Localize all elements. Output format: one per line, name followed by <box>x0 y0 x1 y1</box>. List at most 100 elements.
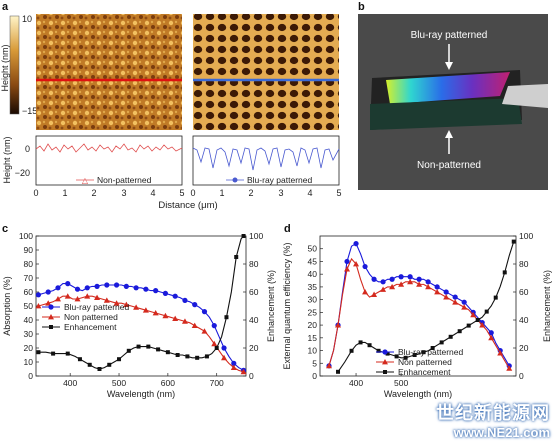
y2-tick-label: 20 <box>249 343 259 353</box>
data-point <box>65 281 71 287</box>
data-point <box>470 311 477 318</box>
data-point <box>416 276 422 282</box>
svg-text:5: 5 <box>179 188 184 198</box>
data-point <box>64 293 71 299</box>
svg-text:△: △ <box>82 176 89 185</box>
data-point <box>479 322 486 328</box>
data-point <box>439 340 444 345</box>
data-point <box>234 255 239 259</box>
data-point <box>506 365 513 371</box>
y-tick-label: 10 <box>308 346 318 356</box>
y-tick-label: 5 <box>312 358 317 368</box>
legend-label: Enhancement <box>64 322 117 332</box>
svg-text:0: 0 <box>33 188 38 198</box>
data-point <box>156 347 161 352</box>
x-tick-label: 400 <box>63 378 77 388</box>
data-point <box>497 350 504 356</box>
panel-a-xlabel: Distance (μm) <box>158 200 217 210</box>
data-point <box>484 309 489 314</box>
data-point <box>385 351 390 356</box>
data-point <box>181 318 188 324</box>
y2-tick-label: 80 <box>249 259 259 269</box>
data-point <box>51 351 56 356</box>
y-tick-label: 80 <box>24 259 34 269</box>
svg-text:0: 0 <box>190 188 195 198</box>
data-point <box>35 292 42 298</box>
data-point <box>371 291 378 297</box>
panel-d: d 0 5 10 15 20 25 30 35 40 45 50 0 20 40 60 80 100 400 500… <box>280 222 554 441</box>
data-point <box>185 354 190 359</box>
y2-tick-label: 100 <box>519 231 533 241</box>
profile-box-right <box>192 135 340 186</box>
x-tick-label: 500 <box>112 378 126 388</box>
data-point <box>240 368 247 375</box>
panel-b: b Blu-ray patterned Non-patterned <box>350 0 554 210</box>
data-point <box>36 350 41 355</box>
data-point <box>452 294 458 300</box>
y-tick-label: 0 <box>28 371 33 381</box>
data-point <box>65 351 70 356</box>
data-point <box>172 293 178 299</box>
data-point <box>367 343 372 348</box>
iridescent-film <box>386 72 510 104</box>
svg-text:4: 4 <box>307 188 312 198</box>
data-point <box>488 334 495 341</box>
data-point <box>94 294 101 300</box>
y2-tick-label: 20 <box>519 343 529 353</box>
x-tick-label: 600 <box>161 378 175 388</box>
data-point <box>430 346 435 350</box>
profile-ylabel: Height (nm) <box>2 136 12 183</box>
data-point <box>362 289 369 295</box>
data-point <box>211 323 217 329</box>
series-blu-ray-patterned <box>35 281 247 373</box>
data-point <box>335 322 342 328</box>
y-tick-label: 0 <box>312 371 317 381</box>
data-point <box>133 285 139 291</box>
xticks-left: 0 1 2 3 4 5 <box>33 188 184 198</box>
legend-marker <box>49 325 53 329</box>
y-tick-label: 20 <box>308 320 318 330</box>
afm-image-non-patterned <box>36 14 182 130</box>
legend-non-patterned-label: Non-patterned <box>97 175 152 185</box>
data-point <box>123 283 129 289</box>
panel-b-label: b <box>358 1 365 13</box>
data-point <box>389 283 396 290</box>
profile-ytick-1: −20 <box>15 168 30 178</box>
data-point <box>448 334 453 339</box>
data-point <box>353 241 359 247</box>
photo-bottom-text: Non-patterned <box>417 160 481 171</box>
data-point <box>371 276 377 282</box>
y2-tick-label: 60 <box>249 287 259 297</box>
legend-marker <box>382 359 388 365</box>
data-point <box>389 276 395 282</box>
panel-c-label: c <box>2 223 9 235</box>
data-point <box>35 303 42 309</box>
y-tick-label: 15 <box>308 333 318 343</box>
y-tick-label: 100 <box>19 231 33 241</box>
data-point <box>45 289 51 295</box>
x-axis-label: Wavelength (nm) <box>384 389 452 399</box>
y-tick-label: 35 <box>308 282 318 292</box>
data-point <box>87 362 92 367</box>
y-tick-label: 50 <box>24 301 34 311</box>
legend-marker <box>48 314 54 320</box>
y-axis-label: Absorption (%) <box>2 276 12 336</box>
y-tick-label: 20 <box>24 343 34 353</box>
panel-b-photo: Blu-ray patterned Non-patterned <box>358 14 548 190</box>
data-point <box>201 328 208 334</box>
data-point <box>191 322 198 328</box>
data-point <box>407 274 413 280</box>
data-point <box>214 346 219 350</box>
data-point <box>54 296 61 302</box>
data-point <box>74 296 81 302</box>
y2-tick-label: 40 <box>519 315 529 325</box>
data-point <box>103 297 110 303</box>
legend-blu-ray-label: Blu-ray patterned <box>247 175 312 185</box>
colorbar-max-tick: 10 <box>22 14 32 24</box>
data-point <box>394 354 399 359</box>
y-tick-label: 70 <box>24 273 34 283</box>
data-point <box>241 234 246 238</box>
data-point <box>211 340 218 347</box>
y-tick-label: 40 <box>308 269 318 279</box>
